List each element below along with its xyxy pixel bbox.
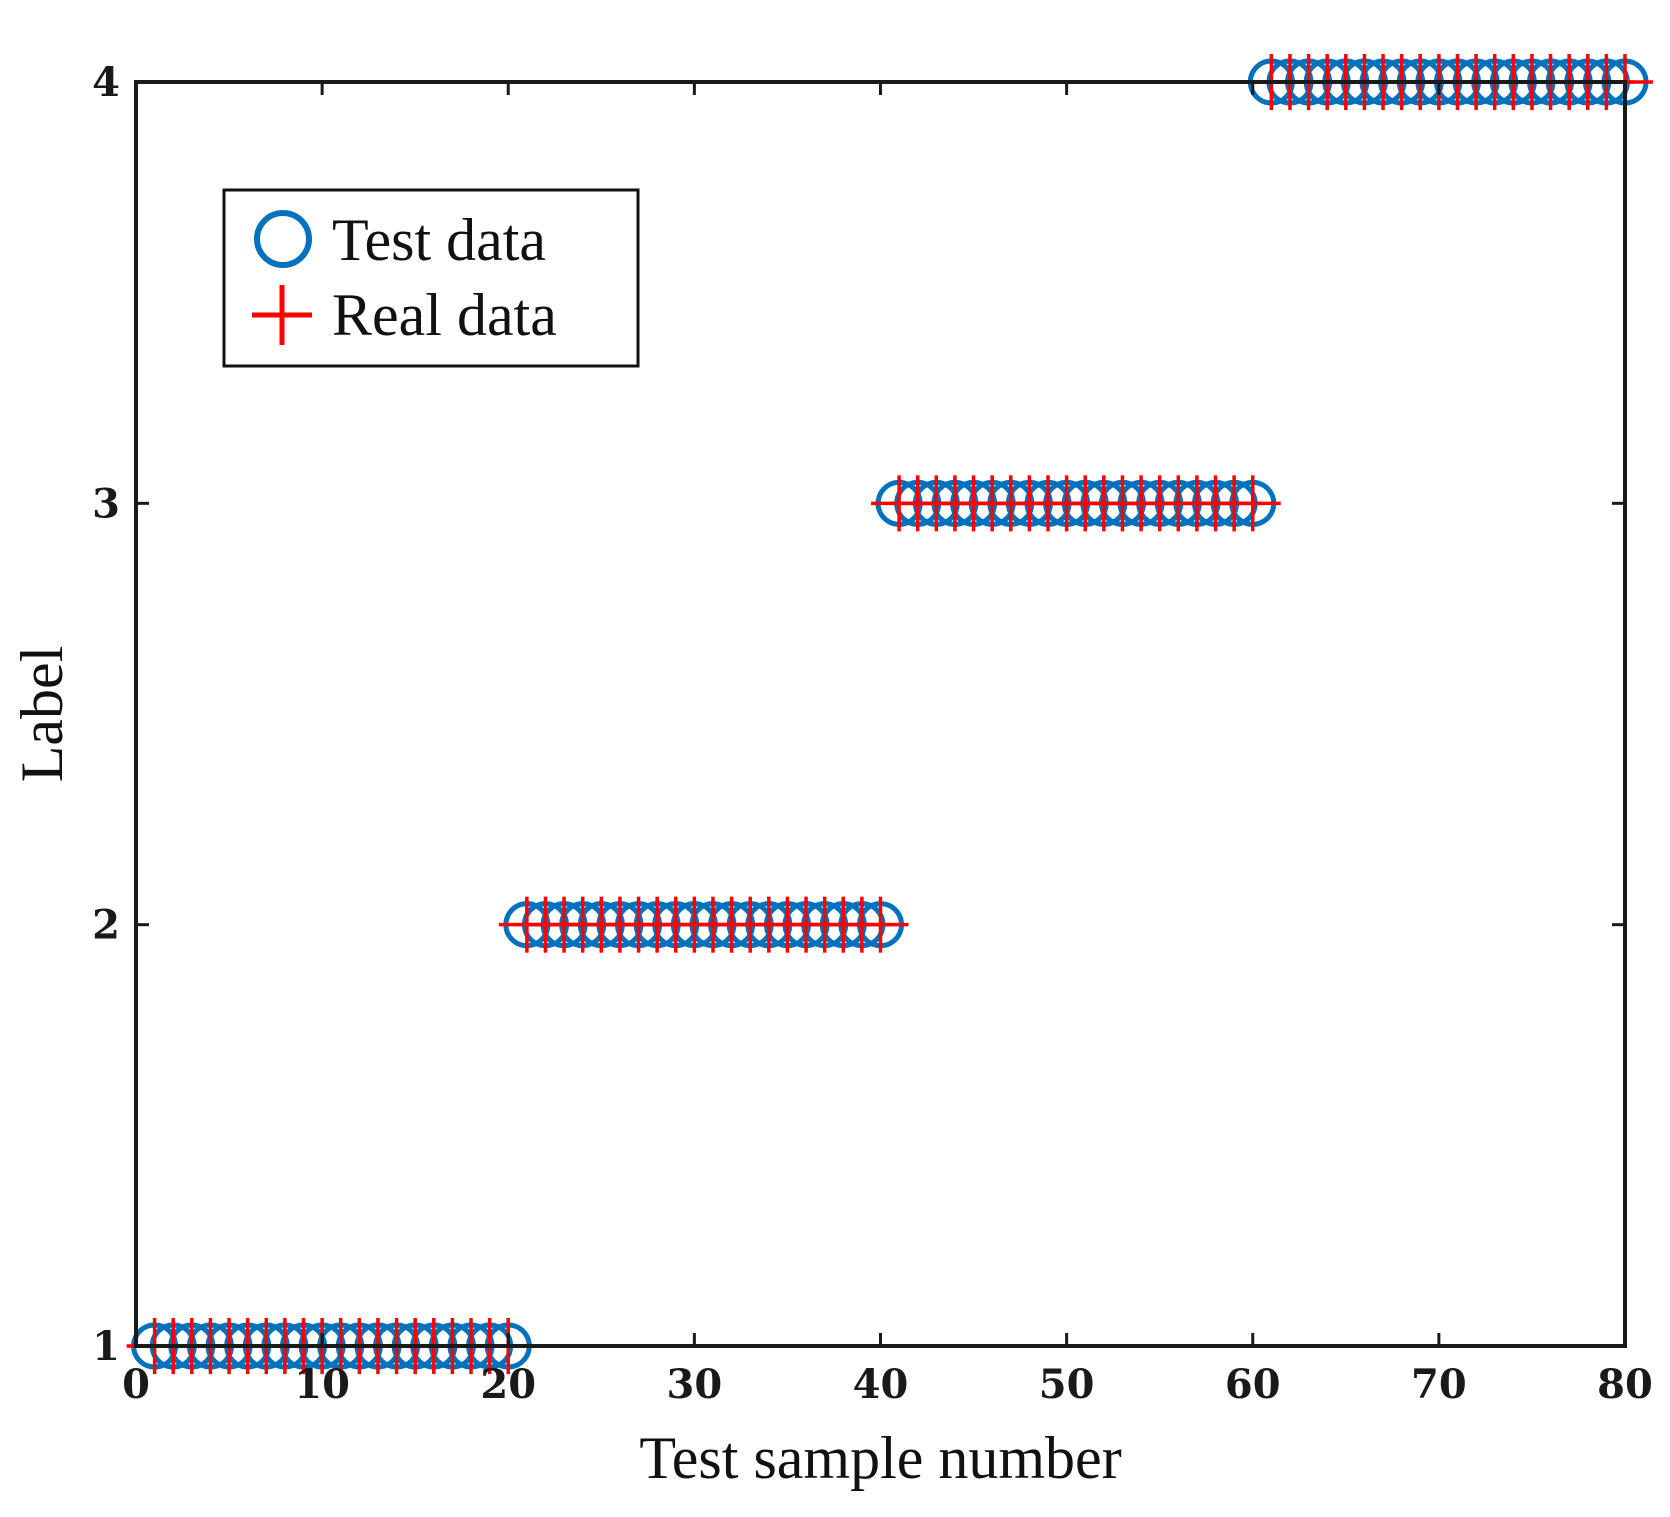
x-tick-label: 60: [1225, 1361, 1281, 1408]
y-tick-label: 2: [92, 902, 120, 949]
y-tick-label: 4: [92, 59, 120, 106]
legend: Test data Real data: [222, 188, 640, 368]
x-tick-label: 0: [122, 1361, 150, 1408]
tick-labels: 0 10 20 30 40 50 60 70 80 1 2 3 4: [92, 59, 1653, 1408]
legend-box: [222, 188, 640, 368]
x-tick-label: 10: [294, 1361, 350, 1408]
y-tick-label: 1: [92, 1323, 120, 1370]
legend-label-real-data: Real data: [332, 282, 557, 348]
x-tick-label: 30: [667, 1361, 723, 1408]
axis-ticks: [134, 80, 1627, 1348]
y-axis-title: Label: [9, 646, 75, 783]
x-axis-title: Test sample number: [639, 1425, 1121, 1491]
x-tick-label: 20: [480, 1361, 536, 1408]
x-tick-label: 70: [1411, 1361, 1467, 1408]
x-tick-label: 50: [1039, 1361, 1095, 1408]
x-tick-label: 80: [1597, 1361, 1653, 1408]
legend-label-test-data: Test data: [332, 207, 546, 273]
y-tick-label: 3: [92, 480, 120, 527]
legend-circle-marker: [254, 210, 312, 268]
x-tick-label: 40: [853, 1361, 909, 1408]
